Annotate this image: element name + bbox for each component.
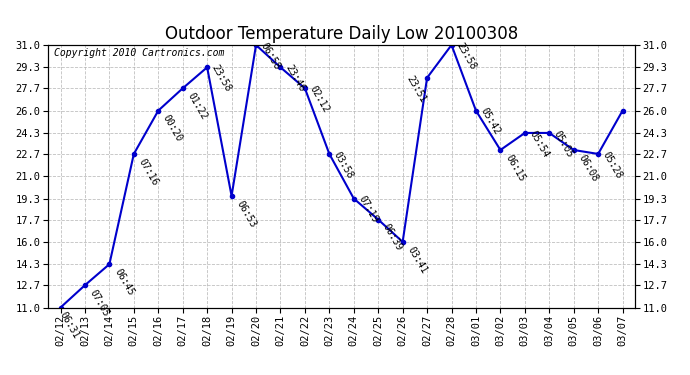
Text: 06:31: 06:31 xyxy=(58,310,81,341)
Text: 23:58: 23:58 xyxy=(454,41,477,71)
Text: 01:22: 01:22 xyxy=(186,91,209,122)
Text: 07:16: 07:16 xyxy=(137,157,160,187)
Text: 06:08: 06:08 xyxy=(576,153,600,183)
Text: 06:53: 06:53 xyxy=(235,199,257,229)
Text: 05:05: 05:05 xyxy=(552,129,575,159)
Text: 23:51: 23:51 xyxy=(405,74,428,104)
Text: 06:45: 06:45 xyxy=(112,267,135,297)
Text: 03:41: 03:41 xyxy=(406,244,428,275)
Text: 05:28: 05:28 xyxy=(601,150,624,180)
Text: 23:58: 23:58 xyxy=(210,63,233,94)
Text: 05:42: 05:42 xyxy=(479,106,502,137)
Text: 07:19: 07:19 xyxy=(357,194,380,225)
Text: 03:58: 03:58 xyxy=(332,150,355,180)
Text: 06:58: 06:58 xyxy=(259,41,282,71)
Text: 06:15: 06:15 xyxy=(503,153,526,183)
Text: 02:12: 02:12 xyxy=(308,84,331,115)
Title: Outdoor Temperature Daily Low 20100308: Outdoor Temperature Daily Low 20100308 xyxy=(165,26,518,44)
Text: 06:39: 06:39 xyxy=(381,222,404,253)
Text: 07:05: 07:05 xyxy=(88,288,111,318)
Text: Copyright 2010 Cartronics.com: Copyright 2010 Cartronics.com xyxy=(55,48,224,58)
Text: 23:46: 23:46 xyxy=(283,63,306,94)
Text: 05:54: 05:54 xyxy=(528,129,551,159)
Text: 00:20: 00:20 xyxy=(161,113,184,144)
